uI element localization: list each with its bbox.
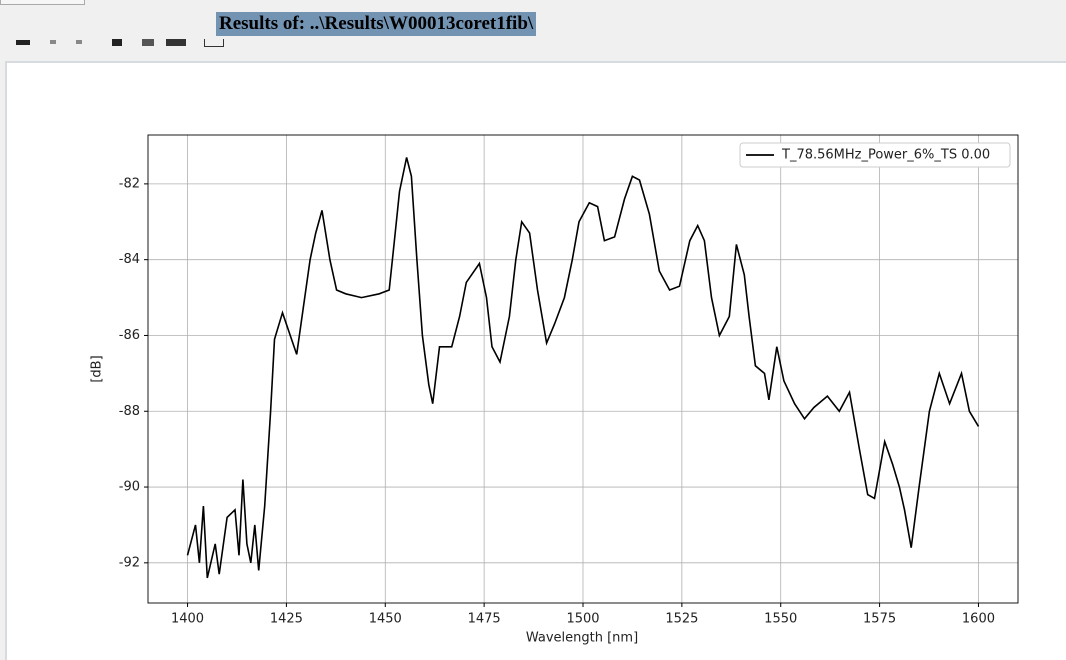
data-line (186, 157, 980, 579)
x-tick-label: 1400 (171, 612, 204, 627)
y-tick-label: -82 (119, 176, 140, 191)
tool-icon[interactable] (76, 40, 82, 44)
tool-icon[interactable] (16, 40, 30, 45)
toolbar (14, 38, 224, 48)
y-axis-label: [dB] (90, 355, 105, 382)
tool-icon[interactable] (204, 39, 224, 47)
legend-box (739, 142, 1011, 168)
x-tick-label: 1600 (962, 612, 995, 627)
tool-icon[interactable] (112, 39, 122, 46)
y-tick-label: -88 (119, 404, 140, 419)
legend-label: T_78.56MHz_Power_6%_TS 0.00 (781, 148, 990, 163)
x-tick-label: 1425 (270, 612, 303, 627)
y-tick-label: -86 (119, 328, 140, 343)
x-tick-label: 1575 (863, 612, 896, 627)
x-tick-label: 1450 (369, 612, 402, 627)
results-title: Results of: ..\Results\W00013coret1fib\ (216, 12, 537, 36)
y-tick-label: -92 (119, 555, 140, 570)
x-tick-label: 1525 (665, 612, 698, 627)
tool-icon[interactable] (142, 39, 154, 46)
x-axis-label: Wavelength [nm] (526, 631, 638, 646)
y-tick-label: -90 (119, 480, 140, 495)
x-tick-label: 1475 (468, 612, 501, 627)
x-tick-label: 1550 (764, 612, 797, 627)
tool-icon[interactable] (50, 40, 56, 44)
plot-frame (147, 134, 1019, 604)
y-tick-label: -84 (119, 252, 140, 267)
tool-icon[interactable] (166, 39, 186, 46)
top-button[interactable] (0, 0, 85, 5)
x-tick-label: 1500 (566, 612, 599, 627)
